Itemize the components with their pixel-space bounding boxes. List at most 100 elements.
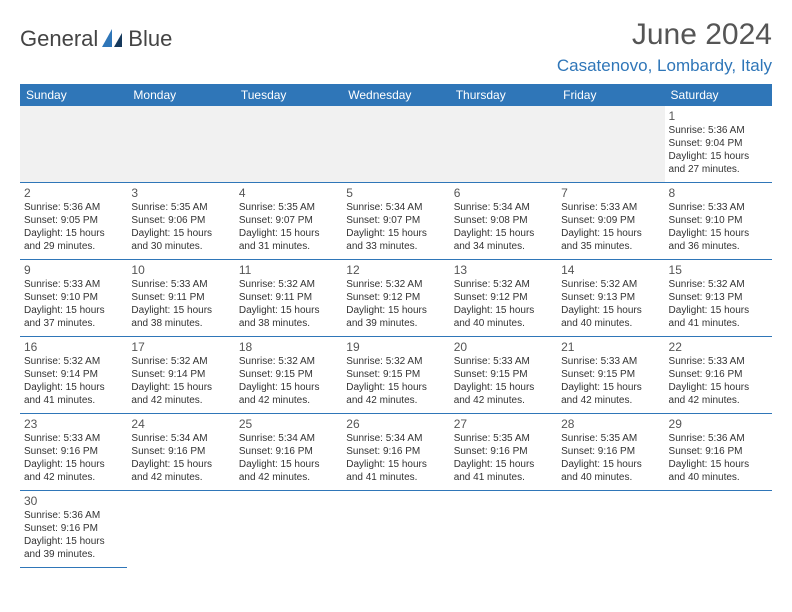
- month-title: June 2024: [557, 18, 772, 52]
- day-info: Sunrise: 5:32 AMSunset: 9:14 PMDaylight:…: [24, 355, 123, 407]
- day-number: 2: [24, 186, 123, 200]
- day-number: 1: [669, 109, 768, 123]
- day-info: Sunrise: 5:34 AMSunset: 9:16 PMDaylight:…: [131, 432, 230, 484]
- calendar-day-cell: 17Sunrise: 5:32 AMSunset: 9:14 PMDayligh…: [127, 337, 234, 414]
- calendar-empty-cell: [342, 106, 449, 183]
- day-number: 29: [669, 417, 768, 431]
- day-info: Sunrise: 5:33 AMSunset: 9:10 PMDaylight:…: [24, 278, 123, 330]
- calendar-day-cell: 29Sunrise: 5:36 AMSunset: 9:16 PMDayligh…: [665, 414, 772, 491]
- day-number: 7: [561, 186, 660, 200]
- day-number: 6: [454, 186, 553, 200]
- day-info: Sunrise: 5:33 AMSunset: 9:11 PMDaylight:…: [131, 278, 230, 330]
- calendar-empty-cell: [235, 491, 342, 568]
- calendar-row: 23Sunrise: 5:33 AMSunset: 9:16 PMDayligh…: [20, 414, 772, 491]
- weekday-header: Sunday: [20, 84, 127, 106]
- calendar-day-cell: 11Sunrise: 5:32 AMSunset: 9:11 PMDayligh…: [235, 260, 342, 337]
- calendar-day-cell: 21Sunrise: 5:33 AMSunset: 9:15 PMDayligh…: [557, 337, 664, 414]
- day-info: Sunrise: 5:36 AMSunset: 9:16 PMDaylight:…: [669, 432, 768, 484]
- day-info: Sunrise: 5:32 AMSunset: 9:13 PMDaylight:…: [561, 278, 660, 330]
- calendar-day-cell: 18Sunrise: 5:32 AMSunset: 9:15 PMDayligh…: [235, 337, 342, 414]
- location: Casatenovo, Lombardy, Italy: [557, 56, 772, 76]
- calendar-day-cell: 16Sunrise: 5:32 AMSunset: 9:14 PMDayligh…: [20, 337, 127, 414]
- day-number: 24: [131, 417, 230, 431]
- calendar-day-cell: 15Sunrise: 5:32 AMSunset: 9:13 PMDayligh…: [665, 260, 772, 337]
- day-info: Sunrise: 5:33 AMSunset: 9:15 PMDaylight:…: [561, 355, 660, 407]
- day-info: Sunrise: 5:32 AMSunset: 9:14 PMDaylight:…: [131, 355, 230, 407]
- calendar-empty-cell: [235, 106, 342, 183]
- day-number: 19: [346, 340, 445, 354]
- weekday-header-row: Sunday Monday Tuesday Wednesday Thursday…: [20, 84, 772, 106]
- weekday-header: Tuesday: [235, 84, 342, 106]
- calendar-empty-cell: [450, 106, 557, 183]
- day-info: Sunrise: 5:32 AMSunset: 9:13 PMDaylight:…: [669, 278, 768, 330]
- calendar-empty-cell: [127, 106, 234, 183]
- day-number: 4: [239, 186, 338, 200]
- calendar-day-cell: 30Sunrise: 5:36 AMSunset: 9:16 PMDayligh…: [20, 491, 127, 568]
- day-number: 13: [454, 263, 553, 277]
- logo: General Blue: [20, 18, 172, 52]
- day-number: 11: [239, 263, 338, 277]
- day-info: Sunrise: 5:32 AMSunset: 9:11 PMDaylight:…: [239, 278, 338, 330]
- calendar-empty-cell: [127, 491, 234, 568]
- logo-text-2: Blue: [128, 26, 172, 52]
- day-number: 25: [239, 417, 338, 431]
- day-number: 18: [239, 340, 338, 354]
- day-number: 27: [454, 417, 553, 431]
- calendar-day-cell: 7Sunrise: 5:33 AMSunset: 9:09 PMDaylight…: [557, 183, 664, 260]
- calendar-day-cell: 3Sunrise: 5:35 AMSunset: 9:06 PMDaylight…: [127, 183, 234, 260]
- day-number: 16: [24, 340, 123, 354]
- day-info: Sunrise: 5:33 AMSunset: 9:16 PMDaylight:…: [669, 355, 768, 407]
- calendar-empty-cell: [450, 491, 557, 568]
- day-number: 10: [131, 263, 230, 277]
- calendar-day-cell: 6Sunrise: 5:34 AMSunset: 9:08 PMDaylight…: [450, 183, 557, 260]
- day-info: Sunrise: 5:34 AMSunset: 9:16 PMDaylight:…: [239, 432, 338, 484]
- calendar-empty-cell: [20, 106, 127, 183]
- calendar-row: 16Sunrise: 5:32 AMSunset: 9:14 PMDayligh…: [20, 337, 772, 414]
- day-info: Sunrise: 5:35 AMSunset: 9:07 PMDaylight:…: [239, 201, 338, 253]
- calendar-day-cell: 24Sunrise: 5:34 AMSunset: 9:16 PMDayligh…: [127, 414, 234, 491]
- calendar-day-cell: 4Sunrise: 5:35 AMSunset: 9:07 PMDaylight…: [235, 183, 342, 260]
- day-info: Sunrise: 5:36 AMSunset: 9:04 PMDaylight:…: [669, 124, 768, 176]
- day-number: 17: [131, 340, 230, 354]
- calendar-day-cell: 1Sunrise: 5:36 AMSunset: 9:04 PMDaylight…: [665, 106, 772, 183]
- day-number: 5: [346, 186, 445, 200]
- calendar-day-cell: 13Sunrise: 5:32 AMSunset: 9:12 PMDayligh…: [450, 260, 557, 337]
- day-info: Sunrise: 5:32 AMSunset: 9:12 PMDaylight:…: [454, 278, 553, 330]
- weekday-header: Friday: [557, 84, 664, 106]
- calendar-day-cell: 26Sunrise: 5:34 AMSunset: 9:16 PMDayligh…: [342, 414, 449, 491]
- calendar-row: 2Sunrise: 5:36 AMSunset: 9:05 PMDaylight…: [20, 183, 772, 260]
- calendar-row: 1Sunrise: 5:36 AMSunset: 9:04 PMDaylight…: [20, 106, 772, 183]
- calendar-day-cell: 23Sunrise: 5:33 AMSunset: 9:16 PMDayligh…: [20, 414, 127, 491]
- calendar-day-cell: 5Sunrise: 5:34 AMSunset: 9:07 PMDaylight…: [342, 183, 449, 260]
- day-number: 28: [561, 417, 660, 431]
- calendar-day-cell: 8Sunrise: 5:33 AMSunset: 9:10 PMDaylight…: [665, 183, 772, 260]
- calendar-day-cell: 10Sunrise: 5:33 AMSunset: 9:11 PMDayligh…: [127, 260, 234, 337]
- day-info: Sunrise: 5:33 AMSunset: 9:10 PMDaylight:…: [669, 201, 768, 253]
- day-number: 14: [561, 263, 660, 277]
- calendar-day-cell: 22Sunrise: 5:33 AMSunset: 9:16 PMDayligh…: [665, 337, 772, 414]
- day-number: 23: [24, 417, 123, 431]
- day-number: 15: [669, 263, 768, 277]
- day-info: Sunrise: 5:33 AMSunset: 9:16 PMDaylight:…: [24, 432, 123, 484]
- day-info: Sunrise: 5:33 AMSunset: 9:15 PMDaylight:…: [454, 355, 553, 407]
- calendar-empty-cell: [557, 106, 664, 183]
- calendar-table: Sunday Monday Tuesday Wednesday Thursday…: [20, 84, 772, 568]
- day-number: 9: [24, 263, 123, 277]
- day-info: Sunrise: 5:35 AMSunset: 9:16 PMDaylight:…: [454, 432, 553, 484]
- calendar-empty-cell: [665, 491, 772, 568]
- day-info: Sunrise: 5:36 AMSunset: 9:05 PMDaylight:…: [24, 201, 123, 253]
- logo-text-1: General: [20, 26, 98, 52]
- day-number: 20: [454, 340, 553, 354]
- title-block: June 2024 Casatenovo, Lombardy, Italy: [557, 18, 772, 76]
- weekday-header: Monday: [127, 84, 234, 106]
- calendar-empty-cell: [342, 491, 449, 568]
- day-info: Sunrise: 5:35 AMSunset: 9:16 PMDaylight:…: [561, 432, 660, 484]
- calendar-day-cell: 9Sunrise: 5:33 AMSunset: 9:10 PMDaylight…: [20, 260, 127, 337]
- day-info: Sunrise: 5:34 AMSunset: 9:08 PMDaylight:…: [454, 201, 553, 253]
- calendar-day-cell: 2Sunrise: 5:36 AMSunset: 9:05 PMDaylight…: [20, 183, 127, 260]
- header: General Blue June 2024 Casatenovo, Lomba…: [20, 18, 772, 76]
- calendar-day-cell: 20Sunrise: 5:33 AMSunset: 9:15 PMDayligh…: [450, 337, 557, 414]
- day-info: Sunrise: 5:32 AMSunset: 9:15 PMDaylight:…: [239, 355, 338, 407]
- day-info: Sunrise: 5:35 AMSunset: 9:06 PMDaylight:…: [131, 201, 230, 253]
- day-info: Sunrise: 5:34 AMSunset: 9:16 PMDaylight:…: [346, 432, 445, 484]
